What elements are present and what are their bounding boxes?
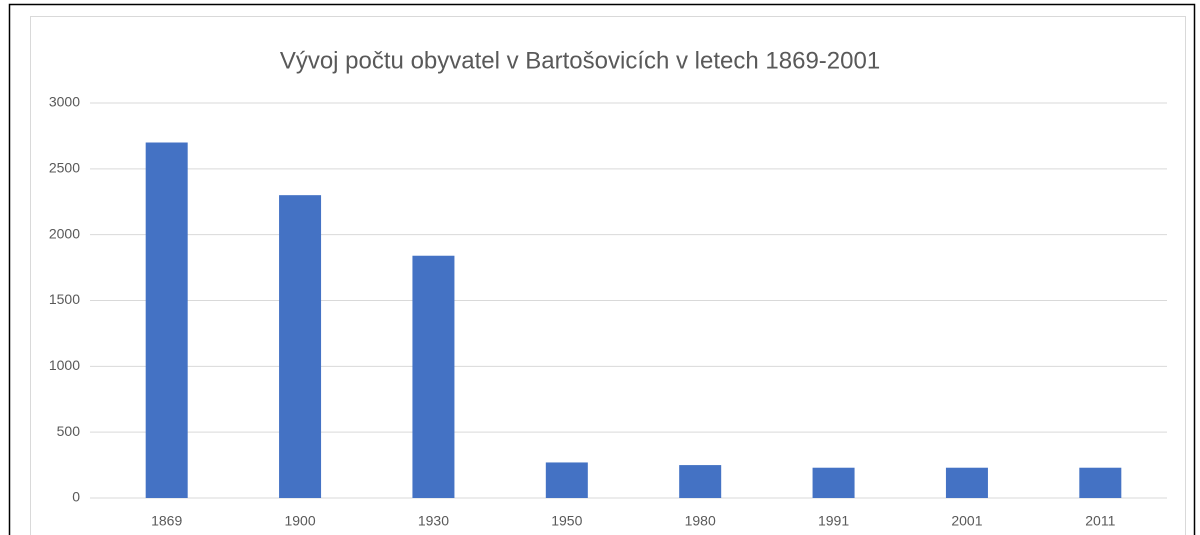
bar bbox=[945, 467, 988, 498]
x-tick-label: 1869 bbox=[151, 513, 182, 529]
x-tick-label: 1991 bbox=[818, 513, 849, 529]
bar bbox=[545, 462, 588, 498]
chart-title: Vývoj počtu obyvatel v Bartošovicích v l… bbox=[280, 47, 880, 74]
x-tick-label: 1950 bbox=[551, 513, 582, 529]
bar bbox=[812, 467, 855, 498]
y-tick-label: 3000 bbox=[49, 94, 80, 110]
x-tick-label: 2001 bbox=[951, 513, 982, 529]
bar bbox=[1079, 467, 1122, 498]
frame bbox=[8, 3, 1196, 535]
y-tick-label: 1000 bbox=[49, 357, 80, 373]
y-tick-label: 0 bbox=[72, 489, 80, 505]
y-tick-label: 2500 bbox=[49, 160, 80, 176]
x-tick-label: 1900 bbox=[284, 513, 315, 529]
x-tick-label: 1980 bbox=[685, 513, 716, 529]
y-tick-label: 2000 bbox=[49, 225, 80, 241]
y-tick-label: 500 bbox=[57, 423, 81, 439]
bar bbox=[679, 465, 722, 498]
y-tick-label: 1500 bbox=[49, 291, 80, 307]
bar bbox=[279, 195, 322, 498]
x-tick-label: 1930 bbox=[418, 513, 449, 529]
x-tick-label: 2011 bbox=[1085, 513, 1115, 529]
bar bbox=[412, 255, 455, 498]
bar bbox=[145, 142, 188, 498]
chart-area bbox=[30, 16, 1186, 535]
